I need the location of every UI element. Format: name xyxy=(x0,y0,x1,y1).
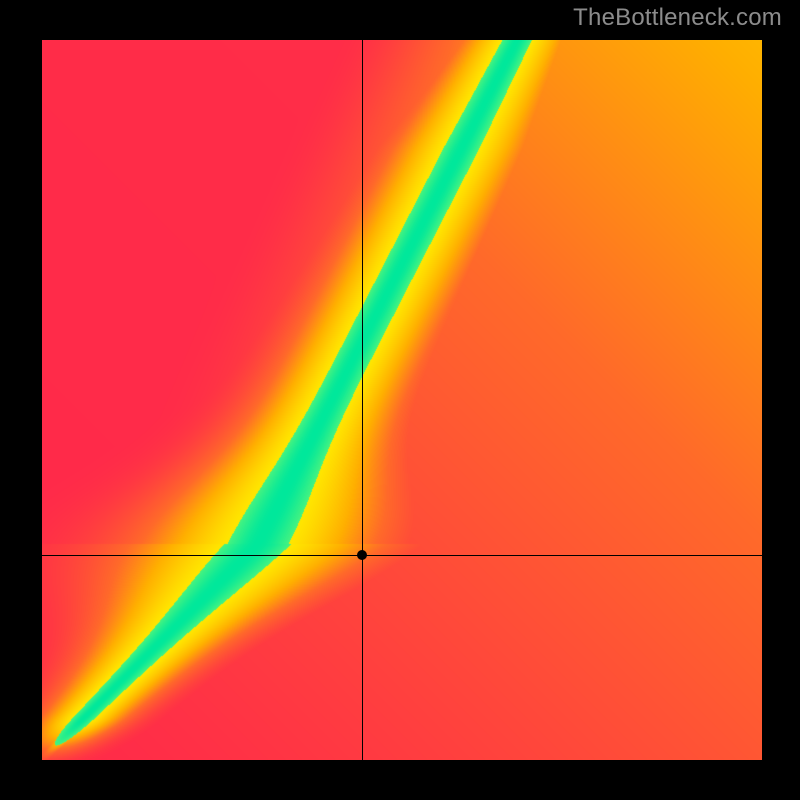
crosshair-horizontal xyxy=(42,555,762,556)
crosshair-vertical xyxy=(362,40,363,760)
heatmap-canvas xyxy=(42,40,762,760)
watermark-text: TheBottleneck.com xyxy=(573,4,782,32)
chart-frame: TheBottleneck.com xyxy=(0,0,800,800)
heatmap-plot xyxy=(42,40,762,760)
data-point-marker xyxy=(357,550,367,560)
